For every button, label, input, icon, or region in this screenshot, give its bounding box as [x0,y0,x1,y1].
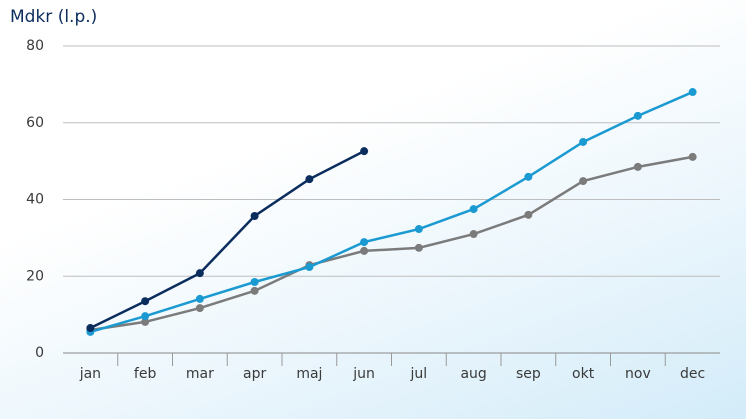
x-tick-label: apr [243,366,266,382]
data-point [86,324,95,333]
data-point [579,137,588,146]
data-point [141,312,150,321]
x-tick-label: dec [680,366,705,382]
data-point [305,175,314,184]
y-tick-label: 20 [26,268,44,284]
x-tick-label: feb [134,366,157,382]
data-point [305,263,314,272]
series-line [89,150,365,330]
x-tick-label: maj [296,366,322,382]
y-tick-label: 0 [35,345,44,361]
data-point [469,230,478,239]
data-point [141,297,150,306]
y-tick-label: 80 [26,38,44,54]
data-point [195,304,204,313]
data-point [195,294,204,303]
x-tick-label: jan [79,366,101,382]
chart-title: Mdkr (l.p.) [10,7,97,27]
data-point [250,278,259,287]
data-point [579,177,588,186]
series-line [90,90,694,334]
data-point [633,162,642,171]
series-line [90,155,693,332]
data-point [195,269,204,278]
y-tick-label: 60 [26,115,44,131]
data-point [688,88,697,97]
y-tick-label: 40 [26,192,44,208]
data-point [360,147,369,156]
x-tick-label: nov [625,366,651,382]
data-point [141,317,150,326]
x-tick-label: mar [186,366,214,382]
data-point [633,111,642,120]
x-tick-label: aug [460,366,486,382]
data-point [688,152,697,161]
x-tick-label: jul [410,366,428,382]
data-point [360,238,369,247]
data-point [414,243,423,252]
data-point [250,212,259,221]
x-tick-label: okt [572,366,595,382]
data-point [524,172,533,181]
data-point [360,246,369,255]
data-point [524,210,533,219]
data-point [250,286,259,295]
data-point [414,225,423,234]
x-tick-label: sep [516,366,541,382]
x-tick-label: jun [352,366,375,382]
data-point [469,205,478,214]
